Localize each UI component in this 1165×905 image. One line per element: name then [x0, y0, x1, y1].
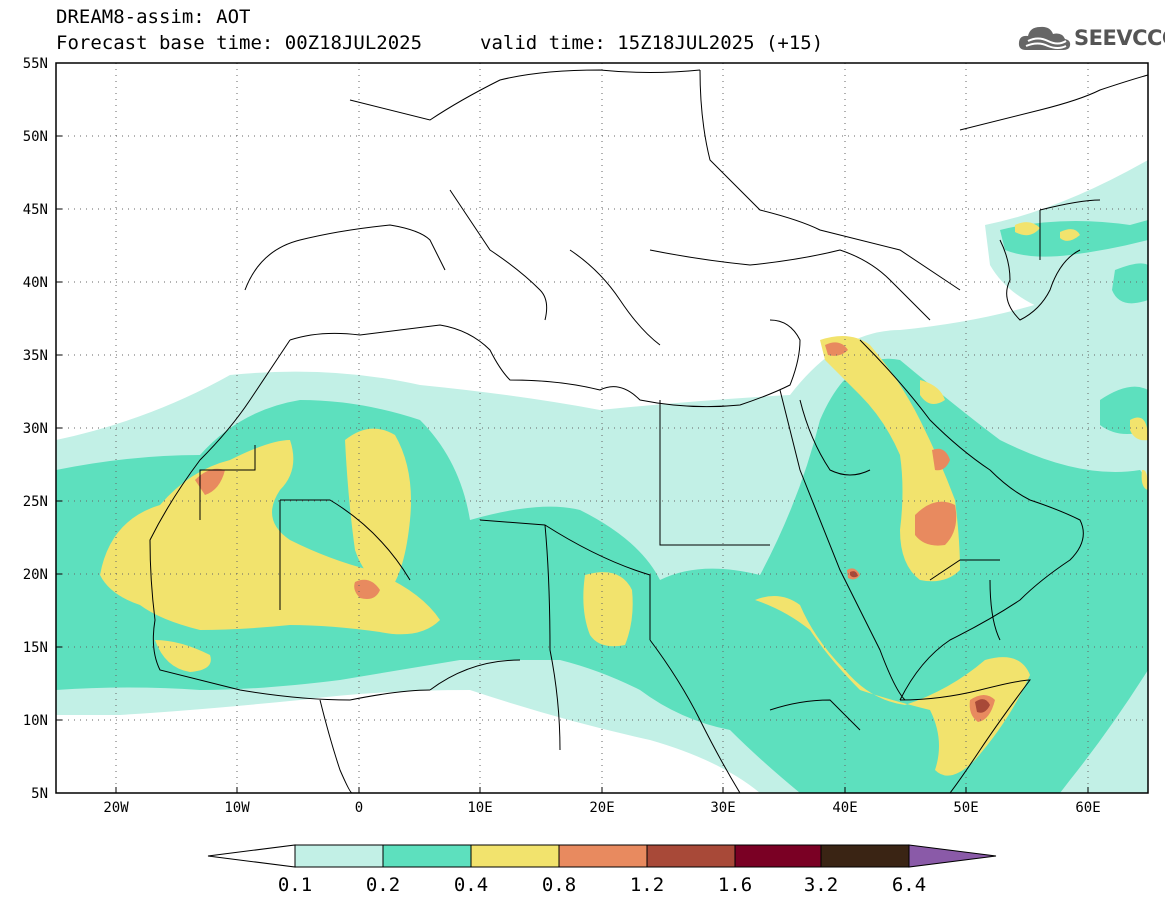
seevccc-logo: SEEVCCC: [1018, 22, 1165, 56]
ticks: [56, 135, 1089, 793]
lat-label: 45N: [23, 202, 48, 218]
colorbar-labels: 0.1 0.2 0.4 0.8 1.2 1.6 3.2 6.4: [278, 874, 926, 896]
colorbar-segment: [294, 844, 384, 868]
latitude-labels: 55N 50N 45N 40N 35N 30N 25N 20N 15N 10N …: [23, 56, 48, 802]
lat-label: 15N: [23, 640, 48, 656]
lon-label: 20E: [589, 800, 614, 816]
lat-label: 25N: [23, 494, 48, 510]
colorbar-arrow-high: [908, 844, 997, 868]
longitude-labels: 20W 10W 0 10E 20E 30E 40E 50E 60E: [103, 800, 1100, 816]
colorbar-label: 1.6: [718, 874, 752, 896]
aot-level-0.8: [195, 342, 995, 722]
lat-label: 5N: [31, 786, 48, 802]
lat-label: 55N: [23, 56, 48, 72]
colorbar-label: 0.8: [542, 874, 576, 896]
colorbar-segment: [820, 844, 910, 868]
lat-label: 35N: [23, 348, 48, 364]
colorbar-label: 0.2: [366, 874, 400, 896]
logo-text: SEEVCCC: [1074, 26, 1165, 50]
colorbar-label: 0.1: [278, 874, 312, 896]
colorbar-segment: [646, 844, 736, 868]
lon-label: 20W: [103, 800, 129, 816]
colorbar-segment: [470, 844, 560, 868]
colorbar-label: 6.4: [892, 874, 926, 896]
colorbar: [207, 844, 997, 868]
valid-time: valid time: 15Z18JUL2025 (+15): [480, 32, 824, 54]
colorbar-label: 1.2: [630, 874, 664, 896]
forecast-base-time: Forecast base time: 00Z18JUL2025: [56, 32, 423, 54]
lon-label: 30E: [710, 800, 735, 816]
lat-label: 40N: [23, 275, 48, 291]
lat-label: 50N: [23, 129, 48, 145]
colorbar-segment: [734, 844, 822, 868]
map-title: DREAM8-assim: AOT: [56, 6, 251, 28]
colorbar-arrow-low: [207, 844, 296, 868]
colorbar-segment: [382, 844, 472, 868]
lon-label: 0: [355, 800, 363, 816]
lat-label: 30N: [23, 421, 48, 437]
aot-fields: [56, 160, 1148, 793]
lon-label: 50E: [953, 800, 978, 816]
lon-label: 10W: [224, 800, 250, 816]
lon-label: 10E: [467, 800, 492, 816]
graticule: [56, 63, 1148, 793]
lon-label: 60E: [1075, 800, 1100, 816]
coastlines: [149, 69, 1148, 793]
cloud-icon: [1018, 26, 1071, 50]
lon-label: 40E: [832, 800, 857, 816]
colorbar-label: 0.4: [454, 874, 488, 896]
colorbar-label: 3.2: [804, 874, 838, 896]
colorbar-segment: [558, 844, 648, 868]
lat-label: 10N: [23, 713, 48, 729]
lat-label: 20N: [23, 567, 48, 583]
